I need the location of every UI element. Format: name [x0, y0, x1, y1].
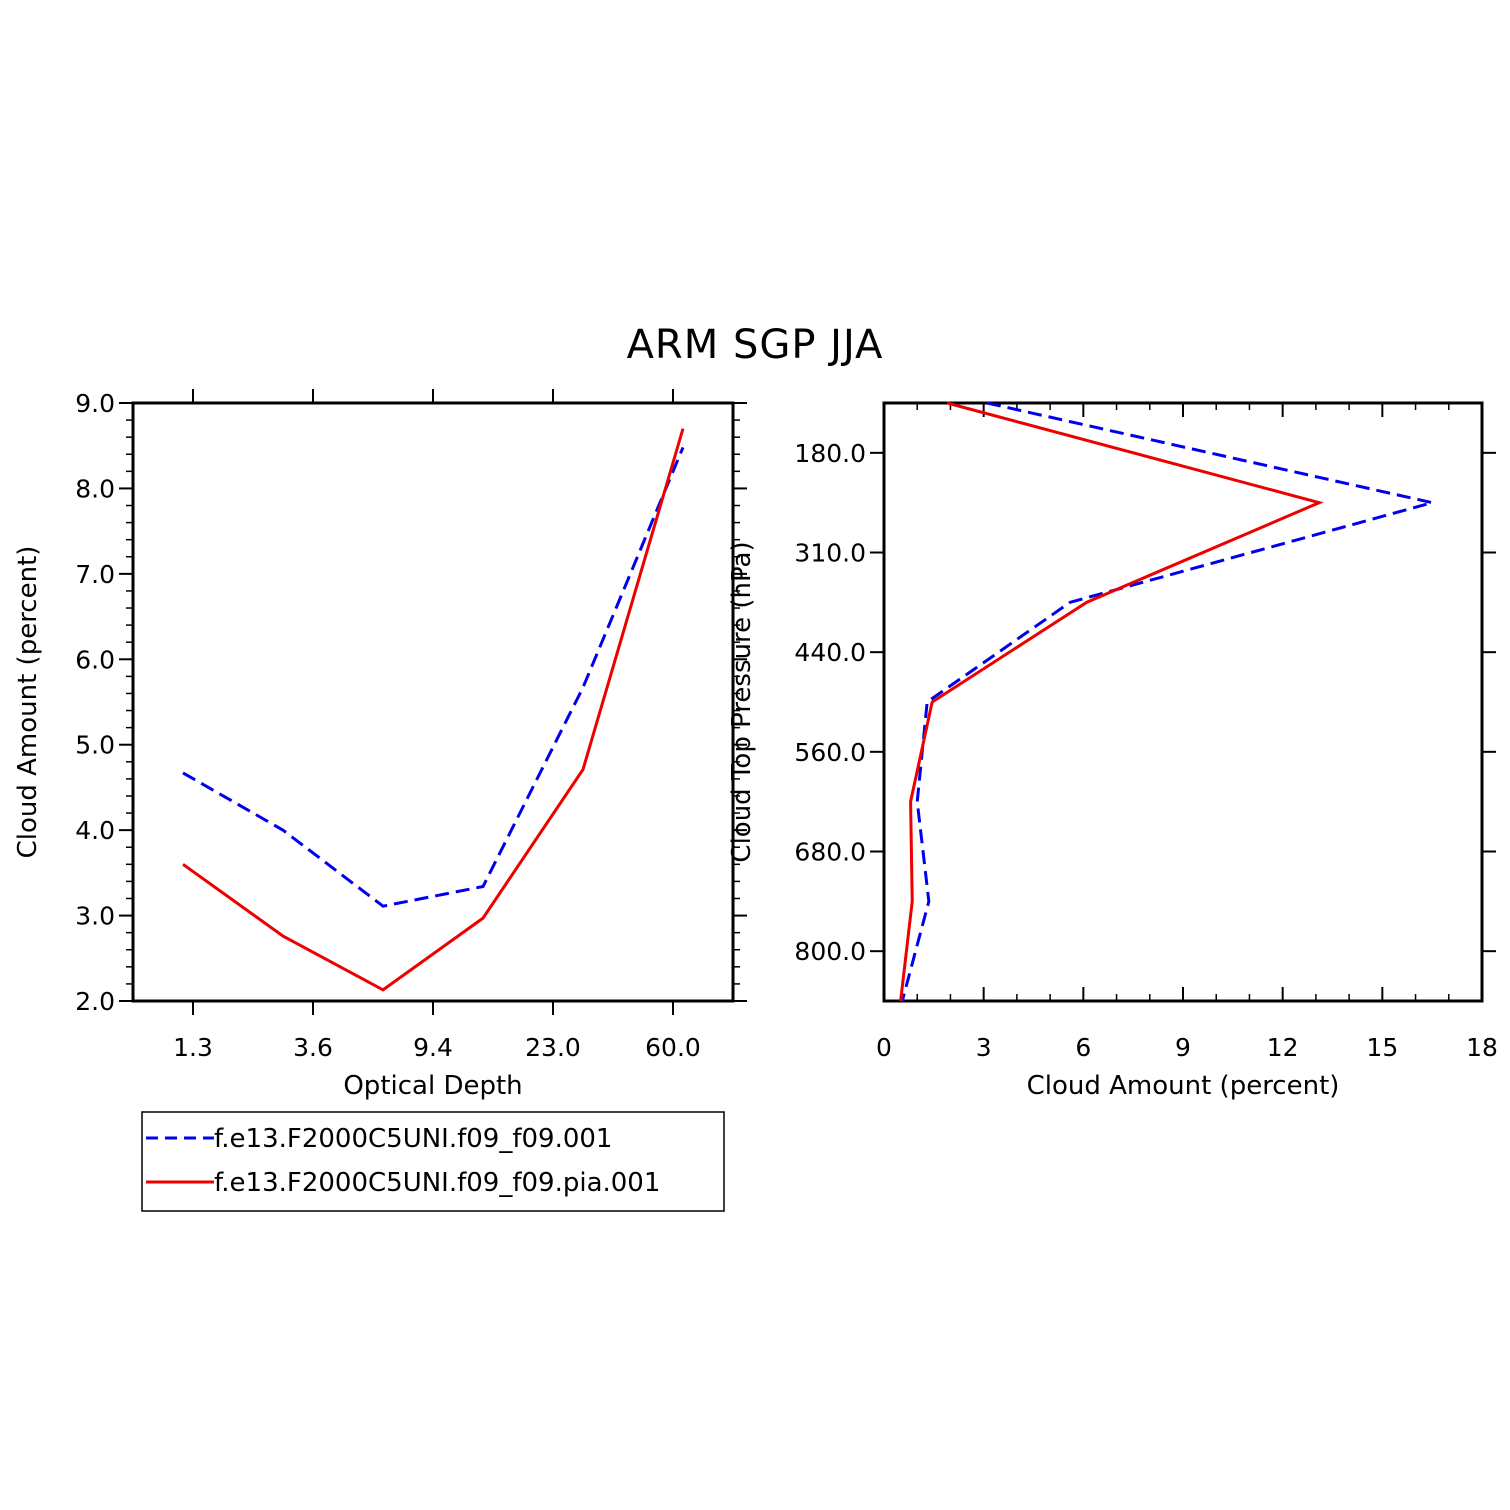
- legend-label-pia: f.e13.F2000C5UNI.f09_f09.pia.001: [214, 1168, 660, 1198]
- right-x-tick-label: 6: [1075, 1033, 1091, 1062]
- left-series-baseline-line: [182, 446, 685, 908]
- left-series-pia-line: [182, 428, 685, 992]
- left-y-tick-label: 3.0: [75, 902, 115, 931]
- right-y-tick-label: 180.0: [794, 439, 866, 468]
- left-plot-frame: [131, 401, 735, 1003]
- right-x-tick-label: 9: [1175, 1033, 1191, 1062]
- left-x-tick-label: 9.4: [413, 1033, 453, 1062]
- right-plot-frame: [882, 401, 1484, 1003]
- right-x-axis-label: Cloud Amount (percent): [1027, 1071, 1340, 1101]
- left-x-tick-label: 3.6: [293, 1033, 333, 1062]
- right-ticks: 0 3 6 9 12 15 18 180.0 310.0 440.0 560.0 680.0 800.0: [794, 403, 1498, 1062]
- left-x-axis-label: Optical Depth: [343, 1071, 522, 1101]
- right-series: [899, 401, 1433, 1002]
- left-x-tick-label: 1.3: [173, 1033, 213, 1062]
- right-x-tick-label: 15: [1366, 1033, 1398, 1062]
- left-y-axis-label: Cloud Amount (percent): [13, 546, 43, 859]
- left-y-tick-label: 5.0: [75, 731, 115, 760]
- left-ticks: 2.0 3.0 4.0 5.0 6.0 7.0 8.0 9.0 1.3 3.6 9.4 23.0 60.…: [75, 389, 747, 1062]
- legend: f.e13.F2000C5UNI.f09_f09.001 f.e13.F2000…: [141, 1111, 725, 1212]
- right-x-tick-label: 18: [1466, 1033, 1498, 1062]
- right-y-tick-label: 800.0: [794, 937, 866, 966]
- left-y-tick-label: 8.0: [75, 474, 115, 503]
- optical-depth-panel: 2.0 3.0 4.0 5.0 6.0 7.0 8.0 9.0 1.3 3.6 9.4 23.0 60.…: [13, 389, 747, 1101]
- legend-box: [141, 1111, 725, 1212]
- right-x-tick-label: 0: [876, 1033, 892, 1062]
- pressure-panel: 0 3 6 9 12 15 18 180.0 310.0 440.0 560.0 680.0 800.0…: [727, 401, 1498, 1101]
- left-y-tick-label: 6.0: [75, 645, 115, 674]
- right-y-tick-label: 560.0: [794, 738, 866, 767]
- right-y-tick-label: 440.0: [794, 638, 866, 667]
- legend-label-baseline: f.e13.F2000C5UNI.f09_f09.001: [214, 1124, 612, 1154]
- right-series-pia-line: [899, 401, 1324, 1002]
- right-y-axis-label: Cloud Top Pressure (hPa): [727, 541, 757, 862]
- right-x-tick-label: 3: [976, 1033, 992, 1062]
- left-x-tick-label: 23.0: [525, 1033, 581, 1062]
- left-y-tick-label: 2.0: [75, 987, 115, 1016]
- right-y-tick-label: 680.0: [794, 838, 866, 867]
- right-x-tick-label: 12: [1267, 1033, 1299, 1062]
- left-x-tick-label: 60.0: [645, 1033, 701, 1062]
- chart-title: ARM SGP JJA: [627, 322, 884, 368]
- right-y-tick-label: 310.0: [794, 539, 866, 568]
- right-series-baseline-line: [900, 401, 1433, 1002]
- left-series: [182, 428, 685, 992]
- left-y-tick-label: 9.0: [75, 389, 115, 418]
- left-y-tick-label: 7.0: [75, 560, 115, 589]
- left-y-tick-label: 4.0: [75, 816, 115, 845]
